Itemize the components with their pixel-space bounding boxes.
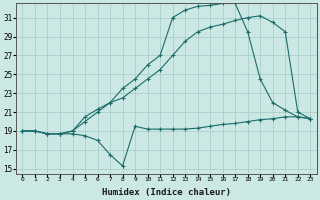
X-axis label: Humidex (Indice chaleur): Humidex (Indice chaleur) [102,188,231,197]
